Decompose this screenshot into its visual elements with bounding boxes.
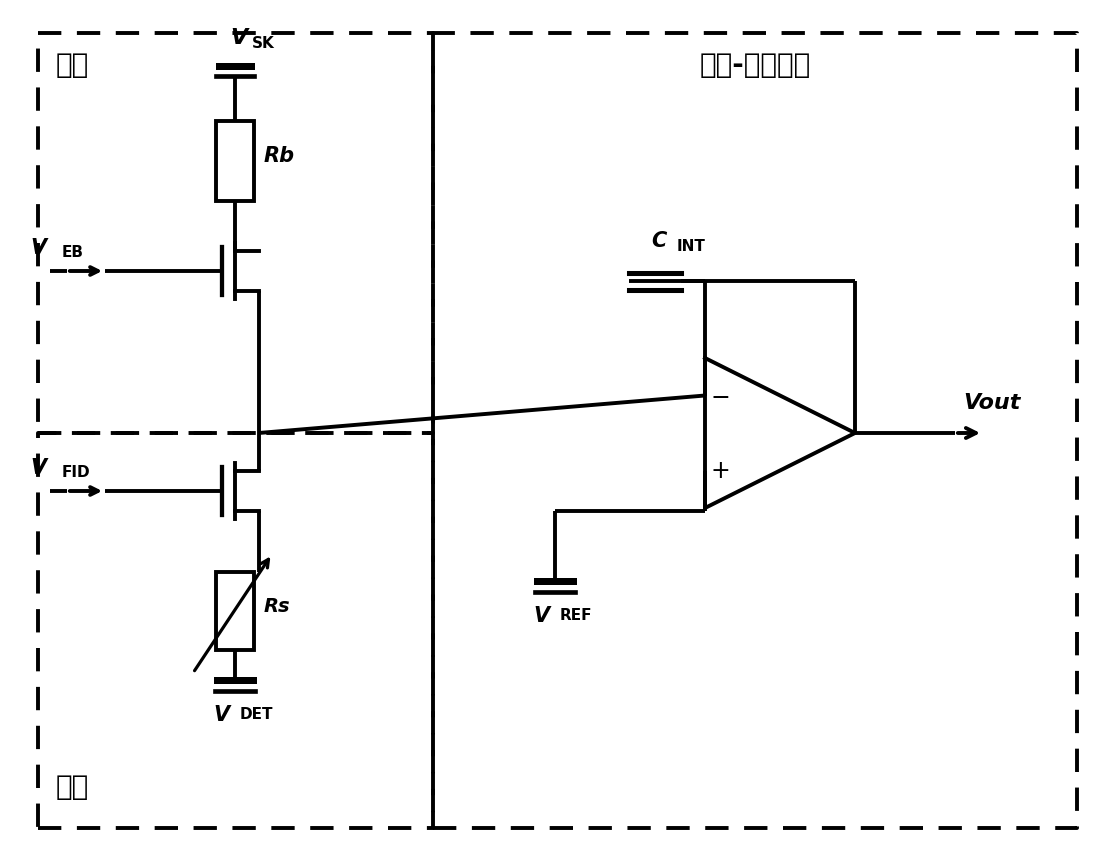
Text: DET: DET	[240, 707, 273, 722]
Text: V: V	[534, 605, 550, 625]
Text: REF: REF	[560, 608, 592, 623]
Text: INT: INT	[677, 239, 706, 254]
Text: EB: EB	[62, 245, 84, 260]
Text: Rs: Rs	[264, 597, 291, 616]
Text: 像元: 像元	[56, 773, 89, 801]
Text: Vout: Vout	[963, 393, 1020, 413]
Text: 扫描: 扫描	[56, 51, 89, 79]
Text: $+$: $+$	[710, 458, 729, 482]
Text: 电流-电压转换: 电流-电压转换	[699, 51, 811, 79]
Text: V: V	[214, 705, 230, 725]
Bar	[216, 572, 254, 650]
Text: C: C	[651, 231, 667, 251]
Text: SK: SK	[252, 36, 274, 51]
Text: V: V	[31, 458, 47, 478]
Text: V: V	[230, 28, 248, 48]
Text: Rb: Rb	[264, 146, 295, 166]
Text: $-$: $-$	[710, 384, 729, 408]
Text: FID: FID	[62, 465, 90, 480]
Text: V: V	[31, 238, 47, 258]
Bar	[216, 121, 254, 201]
